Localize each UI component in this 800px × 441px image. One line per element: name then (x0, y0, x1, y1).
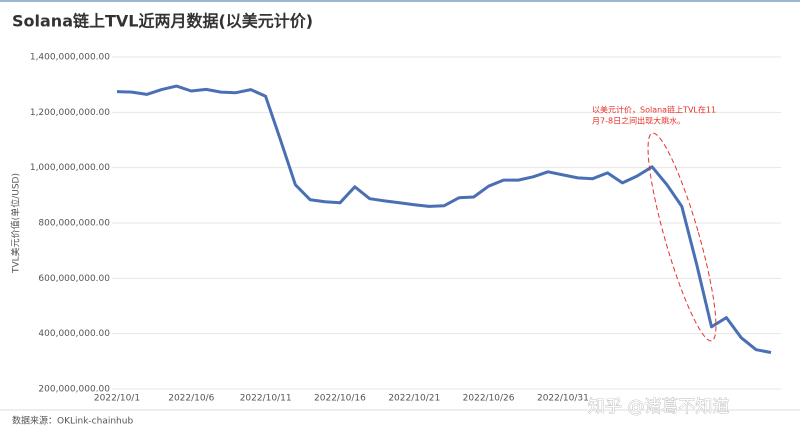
watermark: 知乎 @诸葛不知道 (588, 397, 729, 417)
annotation-line: 月7-8日之间出现大跳水。 (592, 116, 685, 126)
y-tick-label: 800,000,000.00 (38, 219, 110, 229)
highlight-ellipse (647, 132, 717, 342)
y-tick-label: 1,400,000,000.00 (30, 53, 110, 63)
x-tick-label: 2022/10/21 (388, 394, 440, 404)
y-axis-label: TVL美元价值(单位/USD) (10, 173, 22, 274)
annotation-line: 以美元计价，Solana链上TVL在11 (592, 105, 716, 115)
y-tick-label: 600,000,000.00 (38, 274, 110, 284)
y-tick-label: 400,000,000.00 (38, 329, 110, 339)
x-tick-label: 2022/10/31 (537, 394, 589, 404)
y-tick-label: 1,200,000,000.00 (30, 108, 110, 118)
x-tick-label: 2022/10/6 (168, 394, 214, 404)
y-tick-label: 200,000,000.00 (38, 385, 110, 395)
x-tick-label: 2022/10/1 (94, 394, 140, 404)
x-tick-label: 2022/10/11 (240, 394, 292, 404)
chart-title: Solana链上TVL近两月数据(以美元计价) (12, 12, 313, 31)
source-note: 数据来源：OKLink-chainhub (12, 415, 133, 427)
y-tick-label: 1,000,000,000.00 (30, 163, 110, 173)
x-tick-label: 2022/10/26 (463, 394, 515, 404)
data-line (116, 84, 772, 354)
x-tick-label: 2022/10/16 (314, 394, 366, 404)
